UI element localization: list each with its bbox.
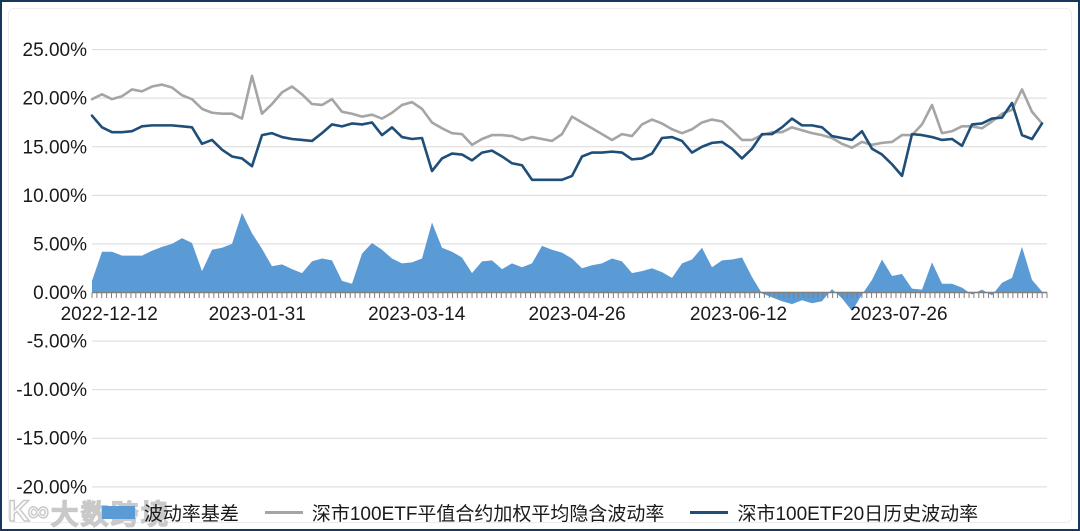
y-axis-labels: 25.00% 20.00% 15.00% 10.00% 5.00% 0.00% -5.00%… xyxy=(16,40,87,498)
legend-swatch-line xyxy=(690,510,729,514)
chart-legend: 波动率基差 深市100ETF平值合约加权平均隐含波动率 深市100ETF20日历史波… xyxy=(2,496,1078,528)
x-axis xyxy=(91,291,1048,298)
y-tick-label: 0.00% xyxy=(33,283,87,304)
y-tick-label: -15.00% xyxy=(16,429,87,450)
legend-item: 波动率基差 xyxy=(101,499,239,526)
x-tick-label: 2023-04-26 xyxy=(529,304,626,325)
legend-swatch-area xyxy=(101,505,135,519)
y-tick-label: -5.00% xyxy=(27,332,87,353)
basis-area-series xyxy=(92,212,1042,311)
y-tick-label: 10.00% xyxy=(23,186,88,207)
x-tick-label: 2023-07-26 xyxy=(850,304,947,325)
legend-label: 波动率基差 xyxy=(143,503,239,525)
legend-label: 深市100ETF20日历史波动率 xyxy=(737,503,979,525)
x-tick-label: 2023-03-14 xyxy=(368,304,466,325)
x-tick-label: 2023-06-12 xyxy=(690,304,787,325)
y-tick-label: -10.00% xyxy=(16,380,87,401)
y-tick-label: -20.00% xyxy=(16,477,87,498)
basis-area xyxy=(92,212,1042,311)
legend-item: 深市100ETF平值合约加权平均隐含波动率 xyxy=(264,499,665,526)
x-tick-label: 2023-01-31 xyxy=(209,304,306,325)
y-tick-label: 5.00% xyxy=(33,234,87,255)
y-tick-label: 25.00% xyxy=(23,40,88,61)
y-tick-label: 15.00% xyxy=(23,137,88,158)
legend-label: 深市100ETF平值合约加权平均隐含波动率 xyxy=(311,503,665,525)
x-axis-labels: 2022-12-12 2023-01-31 2023-03-14 2023-04-26… xyxy=(61,304,948,325)
x-tick-label: 2022-12-12 xyxy=(61,304,158,325)
y-tick-label: 20.00% xyxy=(23,89,88,110)
legend-item: 深市100ETF20日历史波动率 xyxy=(690,499,978,526)
series-line xyxy=(90,74,1044,150)
legend-swatch-line xyxy=(264,510,303,514)
series-line xyxy=(90,101,1044,182)
line-series xyxy=(90,74,1044,182)
